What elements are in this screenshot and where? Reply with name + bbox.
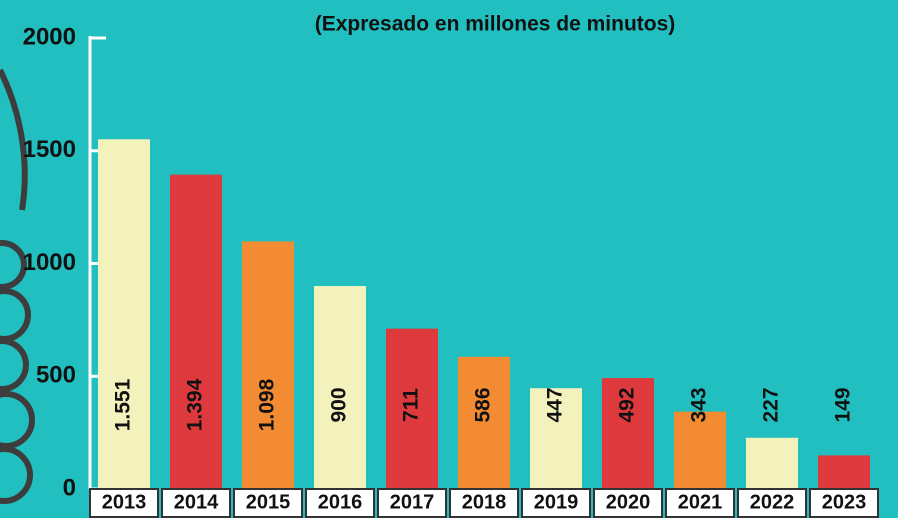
x-tick-label: 2022	[750, 491, 795, 513]
y-tick-label: 0	[63, 474, 76, 501]
category-box	[89, 488, 159, 518]
value-label: 447	[544, 387, 567, 422]
category-box	[521, 488, 591, 518]
x-tick-label: 2023	[822, 491, 867, 513]
value-label: 1.551	[112, 378, 135, 431]
y-tick-label: 500	[36, 362, 76, 389]
category-box	[161, 488, 231, 518]
bar	[314, 286, 366, 489]
value-label: 1.098	[256, 378, 279, 431]
value-label: 492	[616, 387, 639, 422]
chart-title: (Expresado en millones de minutos)	[315, 13, 676, 36]
bar	[98, 139, 150, 489]
category-box	[377, 488, 447, 518]
x-tick-label: 2015	[246, 491, 291, 513]
category-box	[737, 488, 807, 518]
y-tick-label: 1000	[23, 249, 76, 276]
bar	[530, 388, 582, 489]
loop	[0, 446, 33, 504]
category-box	[809, 488, 879, 518]
value-label: 227	[760, 387, 783, 422]
bar	[818, 455, 870, 489]
bar	[602, 378, 654, 489]
category-box	[233, 488, 303, 518]
bar	[458, 356, 510, 489]
x-tick-label: 2014	[174, 491, 219, 513]
value-label: 711	[400, 388, 423, 422]
value-label: 900	[328, 387, 351, 422]
bar	[242, 241, 294, 489]
x-tick-label: 2018	[462, 491, 507, 513]
y-tick-label: 1500	[23, 136, 76, 163]
decoration	[0, 68, 35, 504]
bar	[746, 437, 798, 489]
category-box	[449, 488, 519, 518]
value-label: 1.394	[184, 378, 207, 431]
value-label: 149	[832, 387, 855, 422]
loop	[0, 391, 35, 449]
x-tick-label: 2019	[534, 491, 579, 513]
category-box	[593, 488, 663, 518]
value-label: 586	[472, 387, 495, 422]
x-tick-label: 2020	[606, 491, 651, 513]
category-box	[305, 488, 375, 518]
y-tick-label: 2000	[23, 23, 76, 50]
bar	[386, 328, 438, 489]
bar	[170, 174, 222, 489]
loop	[0, 338, 29, 392]
x-tick-label: 2016	[318, 491, 363, 513]
x-tick-label: 2013	[102, 491, 147, 513]
x-tick-label: 2021	[678, 491, 723, 513]
x-tick-label: 2017	[390, 491, 435, 513]
loop	[0, 68, 28, 211]
loop	[0, 240, 27, 290]
category-box	[665, 488, 735, 518]
value-label: 343	[688, 387, 711, 422]
bar	[674, 411, 726, 489]
